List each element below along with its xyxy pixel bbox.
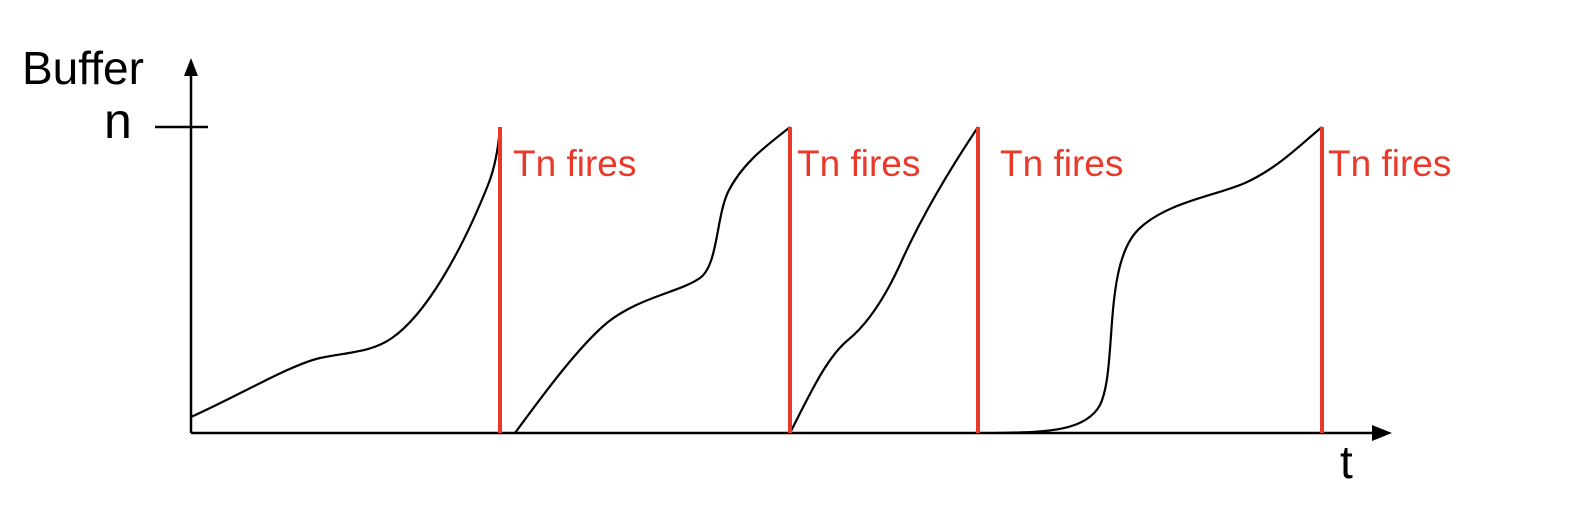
threshold-label: n	[104, 93, 132, 149]
y-axis-label: Buffer	[22, 42, 144, 94]
fire-label-4: Tn fires	[1328, 143, 1451, 184]
fire-label-2: Tn fires	[797, 143, 920, 184]
buffer-curve-3	[789, 126, 979, 434]
y-axis-arrowhead	[184, 58, 198, 76]
x-axis-arrowhead	[1372, 425, 1392, 441]
fire-label-3: Tn fires	[1000, 143, 1123, 184]
buffer-curve-4	[994, 126, 1323, 435]
fire-label-1: Tn fires	[513, 143, 636, 184]
buffer-curve-1	[190, 126, 502, 419]
buffer-curve-2	[514, 126, 791, 434]
x-axis-label: t	[1340, 436, 1353, 488]
